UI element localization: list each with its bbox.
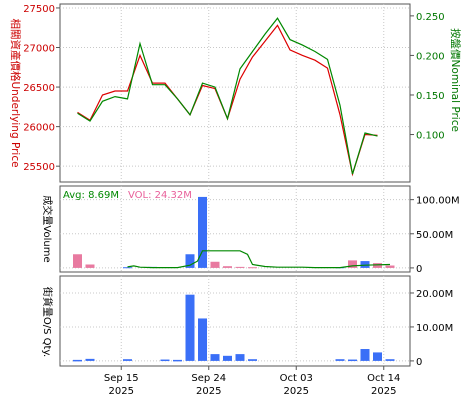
- outstanding-bar: [235, 354, 245, 361]
- nominal-tick-label: 0.250: [416, 12, 445, 23]
- volume-panel: 0 50.00M 100.00M Avg: 8.69M VOL: 24.32M 成交…: [41, 185, 460, 275]
- volume-average-label: Avg: 8.69M: [63, 190, 119, 201]
- nominal-tick-label: 0.100: [416, 131, 445, 142]
- outstanding-bar: [210, 354, 220, 361]
- outstanding-bar: [335, 359, 345, 361]
- volume-bar: [198, 196, 207, 268]
- outstanding-bar: [248, 359, 257, 361]
- nominal-price-axis: 0.100 0.150 0.200 0.250: [410, 12, 445, 142]
- volume-average-line: [127, 250, 391, 269]
- nominal-price-line: [77, 17, 378, 175]
- volume-bar: [123, 267, 132, 269]
- outstanding-bars: [73, 294, 395, 362]
- outstanding-bar: [85, 358, 95, 361]
- outstanding-bar: [385, 359, 395, 361]
- outstanding-bar: [373, 352, 382, 361]
- price-panel: 25500 26000 26500 27000 27500 0.100 0.150 0.20…: [9, 3, 462, 183]
- price-panel-frame: [59, 3, 411, 183]
- date-year-label: 2025: [284, 386, 309, 397]
- outstanding-axis: 0 10.00M 20.00M: [410, 289, 453, 368]
- underlying-tick-label: 25500: [23, 162, 55, 173]
- outstanding-axis-label: 街貨量O/S Qty.: [41, 287, 54, 357]
- underlying-tick-label: 27500: [23, 4, 55, 15]
- underlying-price-axis: 25500 26000 26500 27000 27500: [23, 4, 60, 173]
- volume-bar: [373, 263, 382, 268]
- outstanding-panel: 0 10.00M 20.00M 街貨量O/S Qty.: [41, 275, 453, 368]
- date-tick-label: Oct 14: [367, 373, 400, 384]
- outstanding-bar: [198, 318, 207, 361]
- volume-average-polyline: [127, 250, 391, 269]
- nominal-tick-label: 0.200: [416, 51, 445, 62]
- volume-bar: [248, 267, 257, 269]
- volume-axis: 0 50.00M 100.00M: [410, 196, 460, 275]
- volume-bar: [235, 266, 245, 268]
- outstanding-bar: [160, 359, 170, 362]
- volume-tick-label: 0: [416, 264, 422, 275]
- volume-tick-label: 50.00M: [416, 230, 453, 241]
- date-year-label: 2025: [196, 386, 221, 397]
- volume-bar: [385, 265, 395, 268]
- date-year-label: 2025: [109, 386, 134, 397]
- outstanding-bar: [123, 359, 132, 361]
- outstanding-bar: [73, 359, 82, 362]
- underlying-tick-label: 27000: [23, 44, 55, 55]
- volume-bar: [185, 254, 195, 268]
- nominal-price-axis-label: 按盤價Nominal Price: [449, 28, 462, 132]
- outstanding-bar: [173, 359, 182, 362]
- outstanding-tick-label: 0: [416, 357, 422, 368]
- date-tick-label: Oct 03: [280, 373, 313, 384]
- outstanding-panel-frame: [59, 275, 411, 367]
- volume-bar: [210, 261, 220, 268]
- volume-tick-label: 100.00M: [416, 196, 460, 207]
- volume-panel-frame: [59, 185, 411, 273]
- volume-bar: [360, 261, 370, 268]
- volume-axis-label: 成交量Volume: [41, 195, 54, 262]
- price-series: [77, 17, 378, 177]
- date-tick-label: Sep 15: [104, 373, 139, 384]
- underlying-tick-label: 26000: [23, 123, 55, 134]
- underlying-tick-label: 26500: [23, 83, 55, 94]
- outstanding-bar: [360, 349, 370, 361]
- outstanding-bar: [223, 355, 232, 361]
- outstanding-tick-label: 20.00M: [416, 289, 453, 300]
- date-tick-label: Sep 24: [191, 373, 226, 384]
- volume-current-label: VOL: 24.32M: [128, 190, 192, 201]
- nominal-tick-label: 0.150: [416, 91, 445, 102]
- volume-bar: [85, 264, 95, 268]
- volume-bar: [223, 266, 232, 268]
- volume-bar: [73, 254, 82, 268]
- outstanding-tick-label: 10.00M: [416, 323, 453, 334]
- underlying-price-axis-label: 相關資產價格Underlying Price: [9, 18, 22, 167]
- outstanding-bar: [348, 359, 357, 362]
- outstanding-bar: [185, 294, 195, 361]
- date-year-label: 2025: [371, 386, 396, 397]
- date-axis: Sep 15 2025 Sep 24 2025 Oct 03 2025 Oct 14 2025: [104, 366, 400, 397]
- volume-bar: [348, 260, 357, 268]
